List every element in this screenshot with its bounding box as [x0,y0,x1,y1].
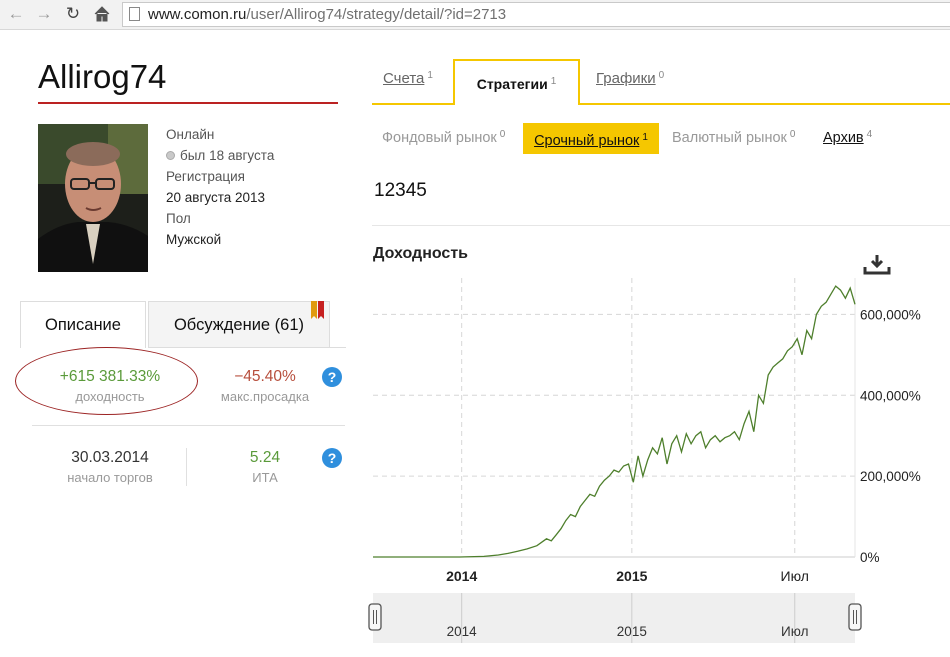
drawdown-value: −45.40% [234,368,296,385]
chart-grid [373,278,856,558]
y-tick-label: 400,000% [860,388,921,403]
y-tick-label: 600,000% [860,307,921,322]
back-arrow-icon[interactable]: ← [7,4,25,23]
chart-title: Доходность [373,245,468,262]
gender-label: Пол [166,211,191,226]
page-icon [129,7,140,21]
avatar[interactable] [38,124,148,272]
navigator-handle-left[interactable] [368,603,382,631]
tab-description[interactable]: Описание [20,301,146,348]
x-tick-label: 2014 [446,568,477,584]
strategy-name: 12345 [374,180,427,201]
y-tick-label: 0% [860,550,880,565]
start-date-label: начало торгов [67,470,153,485]
start-date-value: 30.03.2014 [71,449,149,466]
bookmark-icon [311,301,324,319]
subtab-archive[interactable]: Архив 4 [823,129,873,146]
url-text: www.comon.ru/user/Allirog74/strategy/det… [148,6,507,23]
navigator-tick-label: 2015 [617,624,647,639]
tabs-underline [372,103,950,105]
tab-accounts[interactable]: Счета 1 [383,70,433,87]
last-seen: был 18 августа [166,148,274,163]
navigator-tick-label: Июл [781,624,808,639]
tab-baseline [330,347,346,348]
y-tick-label: 200,000% [860,469,921,484]
offline-status-icon [166,151,175,160]
home-icon[interactable] [92,4,112,24]
drawdown-label: макс.просадка [220,389,310,404]
username-heading: Allirog74 [38,58,167,95]
registration-date: 20 августа 2013 [166,190,266,205]
stats-divider [32,425,345,426]
reload-icon[interactable]: ↻ [65,4,81,23]
forward-arrow-icon[interactable]: → [35,4,53,23]
subtab-currency-market[interactable]: Валютный рынок 0 [672,129,796,146]
ita-value: 5.24 [249,449,281,466]
username-underline [38,102,338,104]
tab-strategies[interactable]: Стратегии 1 [453,59,580,105]
download-icon[interactable] [863,253,891,275]
tab-charts[interactable]: Графики 0 [596,70,665,87]
subtab-futures-market[interactable]: Срочный рынок 1 [523,123,659,154]
ita-label: ИТА [252,470,278,485]
navigator-handle-right[interactable] [848,603,862,631]
online-label: Онлайн [166,127,215,142]
browser-toolbar: ← → ↻ www.comon.ru/user/Allirog74/strate… [0,0,950,30]
help-icon[interactable]: ? [322,367,342,387]
x-tick-label: Июл [781,568,809,584]
tab-discussion[interactable]: Обсуждение (61) [148,301,330,348]
highlight-circle [15,347,198,415]
navigator-track [373,593,855,643]
help-icon[interactable]: ? [322,448,342,468]
stats-vertical-divider [186,448,187,486]
x-tick-label: 2015 [616,568,647,584]
address-bar[interactable]: www.comon.ru/user/Allirog74/strategy/det… [122,2,950,27]
navigator-tick-label: 2014 [447,624,478,639]
chart-navigator: 2014 2015 Июл [368,593,862,643]
series-line [373,285,856,558]
strategy-divider [372,225,950,226]
gender-value: Мужской [166,232,222,247]
registration-label: Регистрация [166,169,245,184]
subtab-stock-market[interactable]: Фондовый рынок 0 [382,129,506,146]
